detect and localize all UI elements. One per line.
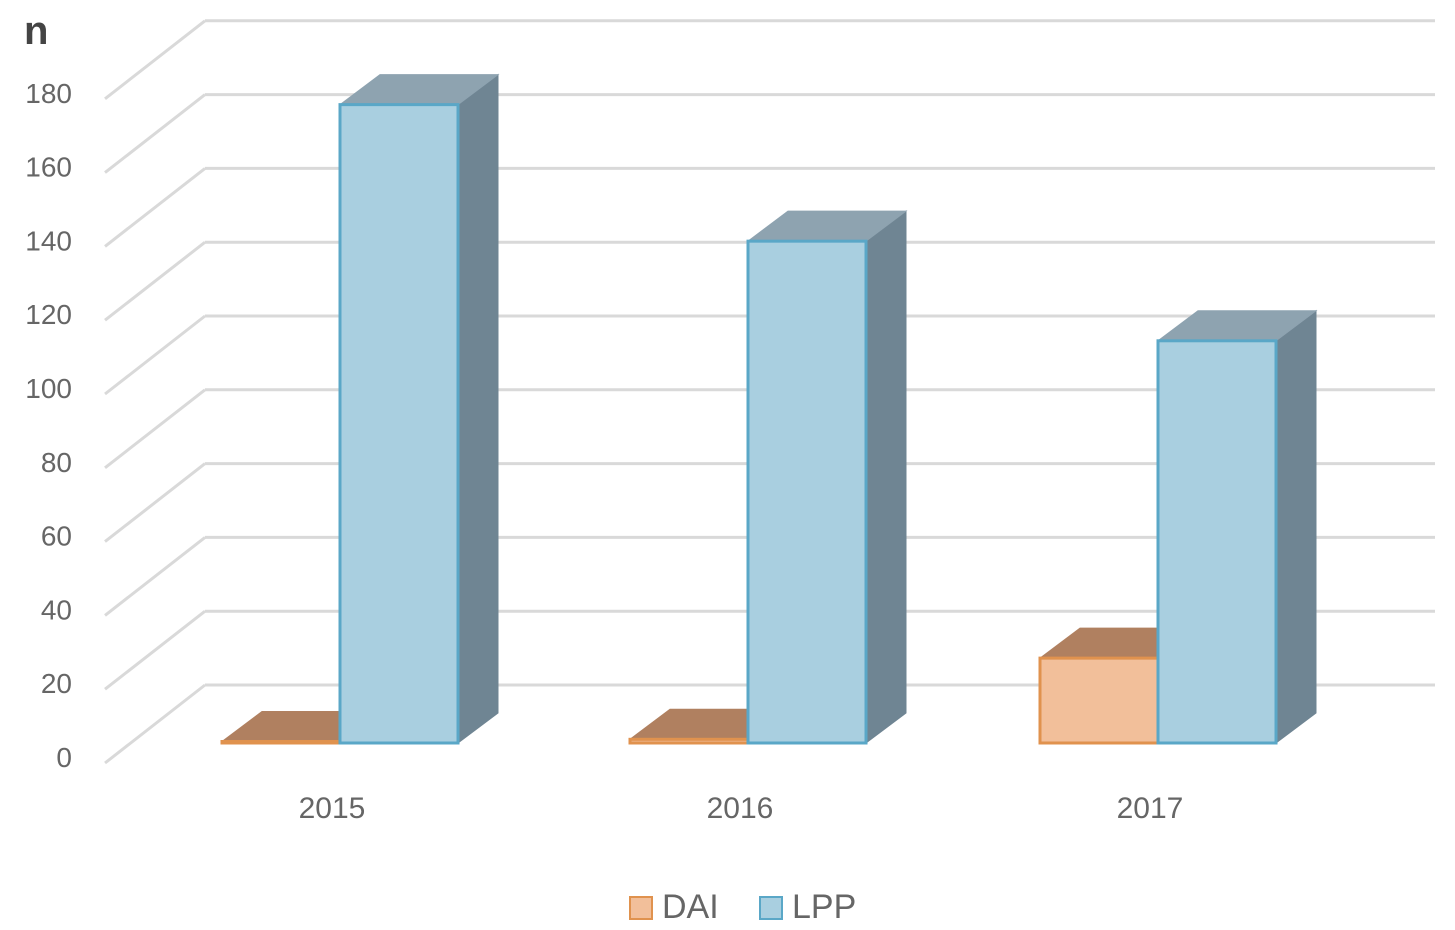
gridline-diagonal (104, 536, 206, 617)
y-tick-label: 20 (41, 668, 72, 699)
bar-front-face (746, 239, 868, 745)
bar-front-face (1156, 339, 1278, 745)
y-tick-label: 0 (56, 742, 72, 773)
y-tick-label: 40 (41, 594, 72, 625)
bar-lpp-2015 (338, 73, 500, 745)
bar-side-face (865, 210, 907, 744)
y-tick-label: 80 (41, 447, 72, 478)
legend-label: DAI (662, 888, 719, 926)
legend-label: LPP (792, 888, 856, 926)
bar-front-face (338, 103, 460, 745)
x-tick-label: 2015 (299, 792, 366, 825)
y-axis-ticks: 0 20 40 60 80 100 120 140 160 180 (25, 78, 72, 773)
x-tick-label: 2016 (707, 792, 774, 825)
gridline-diagonal (104, 167, 206, 248)
legend-item-dai: DAI (629, 888, 719, 926)
bar-front-face (220, 740, 342, 745)
x-tick-label: 2017 (1117, 792, 1184, 825)
y-axis-title: n (24, 9, 48, 53)
gridline-diagonal (104, 93, 206, 174)
y-tick-label: 60 (41, 521, 72, 552)
y-tick-label: 140 (25, 225, 72, 256)
gridline-diagonal (104, 388, 206, 469)
y-tick-label: 160 (25, 152, 72, 183)
gridline-diagonal (104, 462, 206, 543)
gridline-diagonal (104, 19, 206, 100)
bar-front-face (628, 737, 750, 745)
bar-side-face (457, 73, 499, 744)
legend-item-lpp: LPP (759, 888, 856, 926)
gridline-diagonal (104, 241, 206, 322)
legend: DAI LPP (629, 888, 856, 926)
gridline-diagonal (104, 314, 206, 396)
y-tick-label: 120 (25, 299, 72, 330)
bar-lpp-2016 (746, 210, 908, 745)
x-axis-ticks: 2015 2016 2017 (299, 792, 1184, 825)
gridline-diagonal (104, 610, 206, 691)
y-tick-label: 100 (25, 373, 72, 404)
bar-lpp-2017 (1156, 309, 1318, 745)
bars (220, 73, 1318, 745)
bar-front-face (1038, 656, 1160, 745)
legend-swatch (759, 896, 783, 920)
legend-swatch (629, 896, 653, 920)
y-tick-label: 180 (25, 78, 72, 109)
bar-side-face (1275, 309, 1317, 744)
gridline-diagonal (104, 683, 206, 765)
